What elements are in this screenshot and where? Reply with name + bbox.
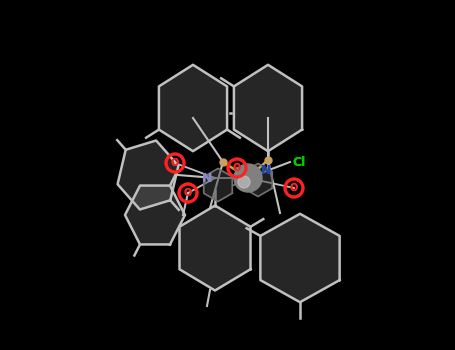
Text: O: O [290, 183, 298, 193]
Polygon shape [179, 205, 251, 290]
Circle shape [234, 164, 262, 192]
Circle shape [235, 165, 261, 191]
Text: N: N [261, 163, 271, 176]
Polygon shape [234, 65, 302, 151]
Text: N: N [261, 163, 271, 176]
Text: O: O [171, 158, 179, 168]
Polygon shape [159, 65, 227, 151]
Text: Cl: Cl [292, 155, 305, 168]
Text: Cl: Cl [292, 155, 305, 168]
Text: N: N [202, 172, 212, 184]
Text: O: O [233, 163, 241, 173]
Circle shape [237, 176, 251, 190]
Circle shape [238, 176, 250, 188]
Text: O: O [184, 188, 192, 198]
Polygon shape [260, 214, 339, 302]
Polygon shape [204, 168, 233, 202]
Polygon shape [117, 140, 178, 210]
Polygon shape [244, 163, 272, 196]
Text: O: O [171, 158, 179, 168]
Polygon shape [125, 186, 185, 244]
Text: O: O [290, 183, 298, 193]
Text: N: N [202, 172, 212, 184]
Text: O: O [233, 163, 241, 173]
Text: O: O [184, 188, 192, 198]
